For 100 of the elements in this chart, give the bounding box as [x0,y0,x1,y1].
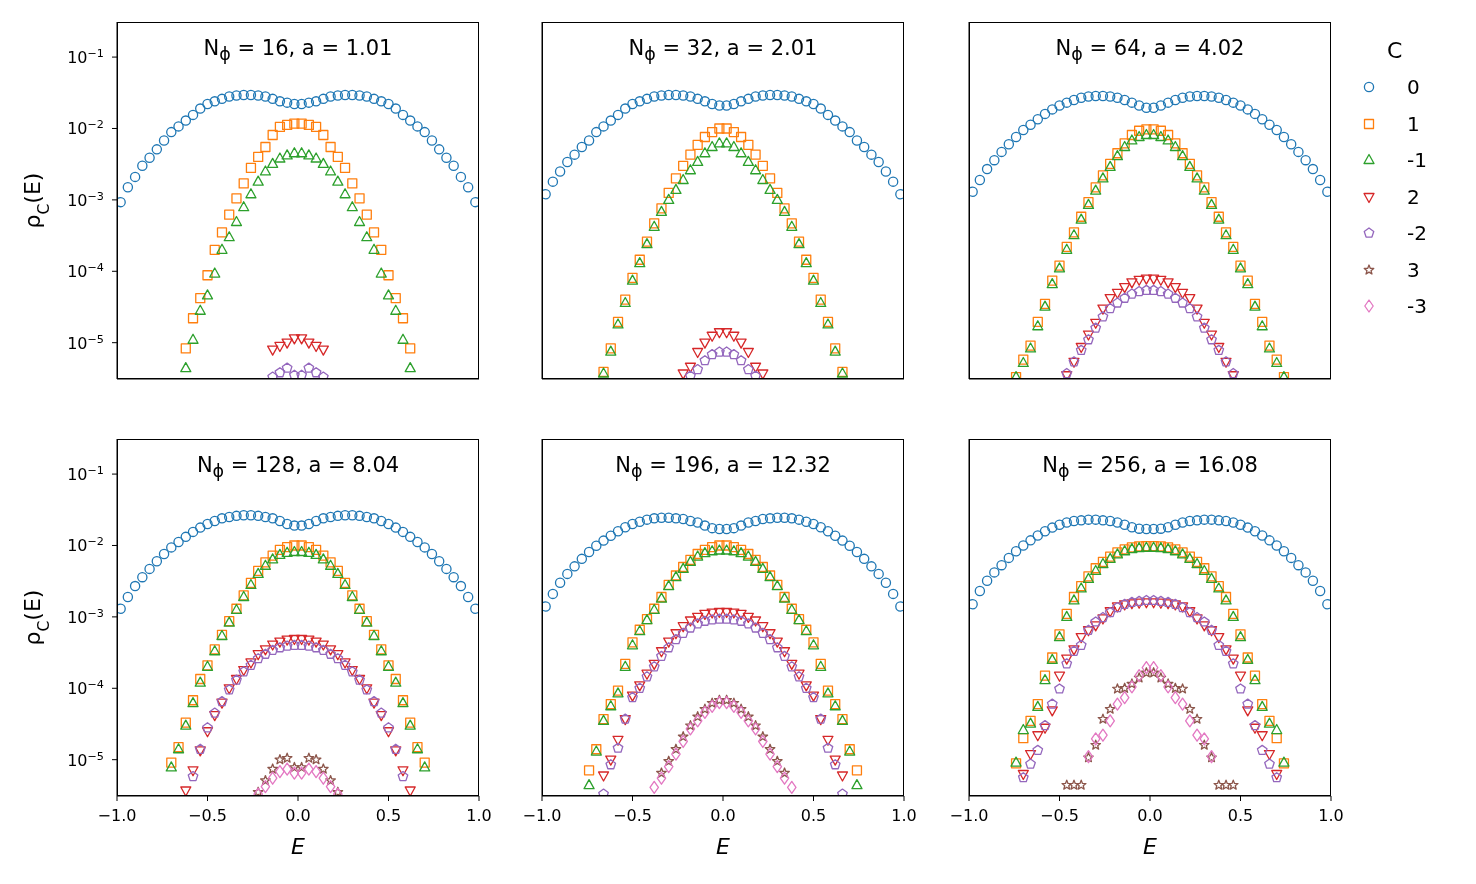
x-tick-label: 0.0 [285,806,311,825]
point [757,622,769,633]
point [1090,318,1102,329]
point [354,193,365,204]
point [209,711,221,722]
point [771,642,783,653]
point [837,121,848,132]
point [282,762,292,776]
point [656,771,667,785]
point [1249,670,1261,681]
point [317,763,329,774]
point [692,714,703,728]
point [332,90,344,101]
point [663,512,674,523]
point [1234,671,1247,682]
point [866,149,877,160]
point [332,151,343,163]
text: N$_{ϕ}$ = 32, a = 2.01 [627,36,819,65]
point [296,766,307,780]
y-tick-label: 10$^{−5}$ [67,749,104,770]
point [1191,304,1203,315]
point [180,531,192,543]
point [576,141,588,153]
y-tick-label: 10$^{−5}$ [67,332,104,353]
point [844,540,855,552]
point [728,126,740,138]
point [670,633,682,645]
y-tick-label: 10$^{−1}$ [67,463,104,485]
point [1155,523,1167,534]
point [757,160,768,171]
y-tick-label: 10$^{−1}$ [67,46,104,68]
x-axis-title: E [291,834,306,859]
point [165,761,177,772]
point [742,612,754,624]
point [1018,540,1029,551]
point [670,629,682,640]
point [678,734,689,749]
point [1112,297,1123,308]
point [288,369,300,379]
point [1198,739,1210,750]
point [1075,633,1087,644]
point [166,757,177,768]
point [1148,124,1159,135]
y-tick-label: 10$^{−4}$ [67,260,104,282]
point [318,129,329,141]
x-tick-label: 1.0 [1318,806,1344,825]
point [347,89,358,101]
point [851,546,863,558]
point [641,93,653,105]
point [569,561,580,572]
point [728,541,740,553]
point [238,89,249,101]
point [844,126,855,138]
point [295,545,308,557]
point [368,513,380,524]
point [749,616,762,627]
x-axis-title: E [1143,834,1158,859]
point [224,209,235,220]
x-tick-label: 0.5 [800,806,827,825]
point [706,140,718,152]
point [779,512,790,523]
point [837,535,848,546]
point [1162,129,1174,141]
point [772,512,783,523]
point [772,187,783,199]
point [1046,698,1058,709]
point [448,160,459,172]
point [1227,658,1239,669]
point [742,347,754,359]
point [685,91,696,102]
point [713,694,725,705]
point [713,613,725,624]
point [612,735,624,746]
point [1133,130,1145,142]
point [735,147,747,158]
point [1256,731,1268,742]
point [383,722,394,733]
point [1141,523,1152,535]
point [382,727,395,738]
point [706,348,718,360]
point [1032,530,1044,541]
point [1147,274,1160,285]
point [405,343,416,354]
point [267,129,278,141]
x-tick-label: 1.0 [891,806,917,825]
point [648,513,660,524]
point [1039,670,1051,681]
point [1133,523,1145,534]
point [390,522,401,533]
point [397,109,409,121]
point [684,362,697,373]
point [274,515,286,527]
x-tick-label: 1.0 [466,806,492,825]
point [223,91,235,102]
point [1119,94,1130,106]
point [1119,292,1131,303]
point [260,511,271,523]
point [671,747,681,761]
point [583,135,595,146]
text: N$_{ϕ}$ = 196, a = 12.32 [614,453,832,482]
